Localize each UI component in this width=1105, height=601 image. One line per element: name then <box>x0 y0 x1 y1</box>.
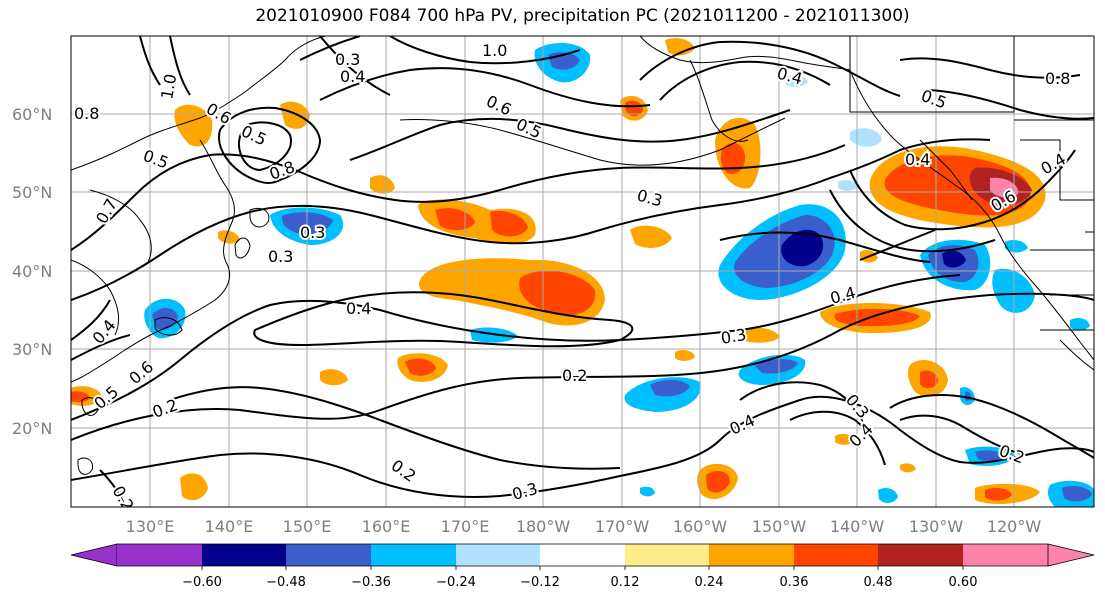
map-title: 2021010900 F084 700 hPa PV, precipitatio… <box>255 6 910 26</box>
contour-label: 0.8 <box>1045 69 1070 88</box>
colorbar-segment <box>286 544 372 566</box>
colorbar-tick-label: 0.24 <box>695 575 724 590</box>
colorbar-segment <box>456 544 541 566</box>
colorbar-segment <box>540 544 626 566</box>
lon-label: 160°W <box>673 517 728 536</box>
contour-label: 0.4 <box>340 67 365 86</box>
contour-label: 1.0 <box>482 41 507 60</box>
colorbar-tick-label: 0.60 <box>949 575 978 590</box>
colorbar-tick-label: −0.60 <box>182 575 222 590</box>
lon-label: 170°W <box>595 517 650 536</box>
contour-label: 0.3 <box>300 223 325 242</box>
lon-label: 130°E <box>126 517 175 536</box>
map-frame <box>70 35 1095 508</box>
colorbar-segment <box>371 544 457 566</box>
colorbar-segment <box>202 544 287 566</box>
map-plot-area: 1.0 0.3 0.4 1.0 0.8 0.5 0.6 0.5 0.4 0.8 … <box>71 36 1094 507</box>
colorbar-tick-label: 0.36 <box>780 575 809 590</box>
contour-label: 0.4 <box>905 150 930 169</box>
latitude-axis: 60°N 50°N 40°N 30°N 20°N <box>12 105 52 438</box>
lon-label: 130°W <box>909 517 964 536</box>
lat-label: 60°N <box>12 105 52 124</box>
lat-label: 40°N <box>12 262 52 281</box>
colorbar-extend-low <box>70 543 118 567</box>
colorbar: −0.60 −0.48 −0.36 −0.24 −0.12 0.12 0.24 … <box>70 543 1095 590</box>
coastlines <box>71 36 1094 475</box>
colorbar-segment <box>878 544 964 566</box>
lon-label: 150°W <box>752 517 807 536</box>
colorbar-segment <box>709 544 795 566</box>
lon-label: 160°E <box>362 517 411 536</box>
colorbar-tick-label: 0.48 <box>864 575 893 590</box>
contour-label: 0.3 <box>268 247 293 266</box>
colorbar-tick-label: −0.48 <box>266 575 306 590</box>
colorbar-segment <box>963 544 1048 566</box>
colorbar-tick-label: −0.12 <box>520 575 560 590</box>
lon-label: 120°W <box>987 517 1042 536</box>
colorbar-extend-high <box>1047 543 1095 567</box>
contour-label: 0.4 <box>346 299 371 318</box>
lon-label: 140°E <box>205 517 254 536</box>
colorbar-tick-label: −0.24 <box>436 575 476 590</box>
colorbar-segment <box>117 544 203 566</box>
contour-label: 0.2 <box>562 366 587 385</box>
lon-label: 140°W <box>830 517 885 536</box>
lon-label: 180°W <box>516 517 571 536</box>
precip-positive-shading <box>71 38 1046 504</box>
colorbar-segment <box>794 544 879 566</box>
contour-label: 0.8 <box>74 104 99 123</box>
lon-label: 170°E <box>441 517 490 536</box>
lat-label: 20°N <box>12 419 52 438</box>
colorbar-tick-label: 0.12 <box>611 575 640 590</box>
lat-label: 30°N <box>12 340 52 359</box>
colorbar-segment <box>625 544 710 566</box>
lat-label: 50°N <box>12 183 52 202</box>
colorbar-tick-label: −0.36 <box>351 575 391 590</box>
pv-contours <box>71 36 1094 507</box>
lon-label: 150°E <box>283 517 332 536</box>
contour-label: 0.3 <box>335 50 360 69</box>
longitude-axis: 130°E 140°E 150°E 160°E 170°E 180°W 170°… <box>126 517 1042 536</box>
